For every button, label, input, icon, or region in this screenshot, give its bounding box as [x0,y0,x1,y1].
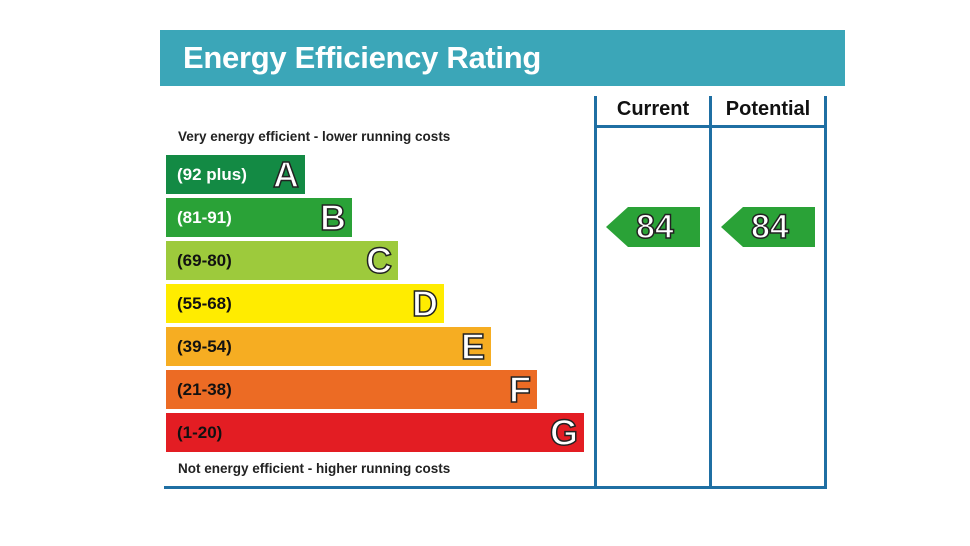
bottom-note: Not energy efficient - higher running co… [178,461,451,476]
top-note: Very energy efficient - lower running co… [178,129,451,144]
band-range-label: (21-38) [177,380,232,399]
band-g: (1-20) G [166,412,584,453]
current-rating-value: 84 [635,207,674,247]
band-e: (39-54) E [166,326,491,367]
band-range-label: (92 plus) [177,165,247,184]
potential-rating-arrow: 84 [721,207,815,247]
band-letter: F [508,369,532,410]
band-letter: A [272,154,300,195]
band-c: (69-80) C [166,240,398,281]
band-d: (55-68) D [166,283,444,324]
band-range-label: (81-91) [177,208,232,227]
column-divider-middle [709,96,712,489]
band-letter: C [365,240,393,281]
band-range-label: (1-20) [177,423,223,442]
band-letter: D [411,283,439,324]
column-divider-right [824,96,827,489]
band-a: (92 plus) A [166,154,305,195]
title-bar: Energy Efficiency Rating [160,30,845,86]
potential-rating-value: 84 [750,207,789,247]
band-range-label: (39-54) [177,337,232,356]
column-header-current: Current [616,98,690,120]
chart-title: Energy Efficiency Rating [183,40,542,75]
band-letter: E [460,326,486,367]
band-f: (21-38) F [166,369,537,410]
band-b: (81-91) B [166,197,352,238]
band-range-label: (69-80) [177,251,232,270]
potential-arrow-shape [721,207,815,247]
band-range-label: (55-68) [177,294,232,313]
column-divider-left [594,96,597,489]
bottom-rule [164,486,827,489]
current-arrow-shape [606,207,700,247]
band-letter: B [319,197,347,238]
column-header-rule [594,125,827,128]
band-letter: G [549,412,579,453]
column-header-potential: Potential [725,98,811,120]
current-rating-arrow: 84 [606,207,700,247]
